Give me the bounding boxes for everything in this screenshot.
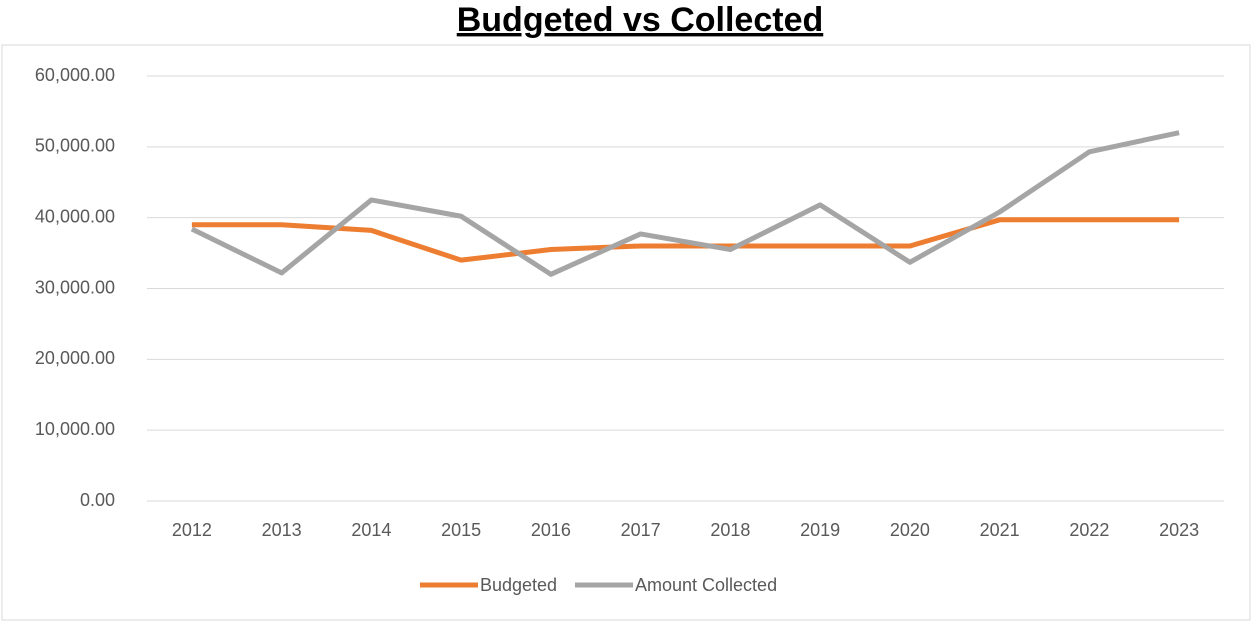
x-tick-label: 2018	[710, 520, 750, 540]
y-tick-label: 60,000.00	[35, 65, 115, 85]
y-tick-label: 0.00	[80, 490, 115, 510]
y-tick-label: 50,000.00	[35, 136, 115, 156]
x-tick-label: 2016	[531, 520, 571, 540]
legend-label: Amount Collected	[635, 575, 777, 595]
x-tick-label: 2023	[1159, 520, 1199, 540]
y-tick-label: 20,000.00	[35, 348, 115, 368]
x-tick-label: 2022	[1069, 520, 1109, 540]
chart-title: Budgeted vs Collected	[457, 1, 824, 39]
x-tick-label: 2017	[621, 520, 661, 540]
x-tick-label: 2019	[800, 520, 840, 540]
x-tick-label: 2020	[890, 520, 930, 540]
y-tick-label: 40,000.00	[35, 206, 115, 226]
x-tick-label: 2021	[980, 520, 1020, 540]
y-tick-label: 30,000.00	[35, 277, 115, 297]
y-tick-label: 10,000.00	[35, 419, 115, 439]
series-line	[191, 217, 1180, 263]
x-tick-label: 2015	[441, 520, 481, 540]
series-line	[190, 130, 1180, 277]
x-tick-label: 2012	[172, 520, 212, 540]
chart-frame	[1, 44, 1251, 621]
x-tick-label: 2014	[351, 520, 391, 540]
x-tick-label: 2013	[262, 520, 302, 540]
legend-label: Budgeted	[480, 575, 557, 595]
